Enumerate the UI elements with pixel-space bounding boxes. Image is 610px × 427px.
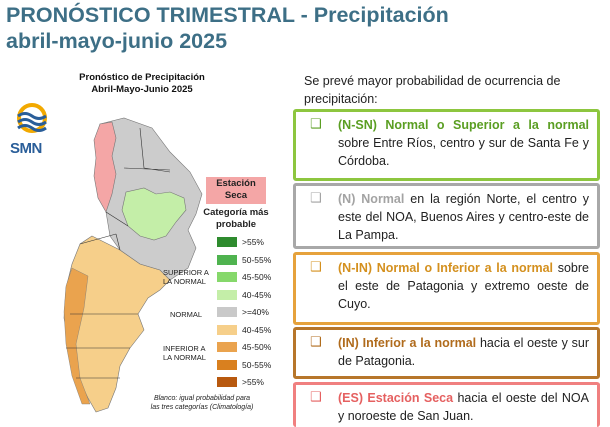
bullet-icon: ❑ <box>310 389 322 404</box>
legend-swatch <box>217 377 237 387</box>
legend-label: 45-50% <box>242 342 272 352</box>
title-line-1: PRONÓSTICO TRIMESTRAL - Precipitación <box>6 3 449 27</box>
bullet-icon: ❑ <box>310 190 322 205</box>
map-note: Blanco: igual probabilidad para las tres… <box>128 395 276 412</box>
box-highlight: (ES) Estación Seca <box>338 391 454 405</box>
argentina-map <box>63 117 203 413</box>
smn-logo-icon <box>17 103 47 133</box>
legend-title-line-2: probable <box>215 219 257 230</box>
legend-group-lower-line-2: LA NORMAL <box>163 353 206 362</box>
dry-season-badge: Estación Seca <box>206 177 266 204</box>
legend-group-upper-line-1: SUPERIOR A <box>163 268 209 277</box>
legend-swatch <box>217 272 237 282</box>
title-line-2: abril-mayo-junio 2025 <box>6 29 228 53</box>
legend-title: Categoría más probable <box>196 207 276 231</box>
legend-group-lower-line-1: INFERIOR A <box>163 344 206 353</box>
bullet-icon: ❑ <box>310 259 322 274</box>
page-title: PRONÓSTICO TRIMESTRAL - Precipitación ab… <box>6 2 449 54</box>
legend-label: >=40% <box>242 307 269 317</box>
smn-logo-text: SMN <box>10 140 42 157</box>
box-text: sobre Entre Ríos, centro y sur de Santa … <box>338 136 589 168</box>
legend-swatch <box>217 237 237 247</box>
map-region-dry <box>93 121 117 213</box>
forecast-box-normal-inferior: ❑ (N-IN) Normal o Inferior a la normal s… <box>293 252 600 325</box>
legend-group-lower: INFERIOR A LA NORMAL <box>163 344 206 362</box>
map-region-lower-strong <box>63 267 91 405</box>
map-note-line-2: las tres categorías (Climatología) <box>150 403 254 411</box>
map-note-line-1: Blanco: igual probabilidad para <box>153 395 251 402</box>
map-title: Pronóstico de Precipitación Abril-Mayo-J… <box>58 72 226 96</box>
legend-title-line-1: Categoría más <box>203 207 269 218</box>
map-title-line-2: Abril-Mayo-Junio 2025 <box>91 84 193 95</box>
legend-label: 40-45% <box>242 289 272 300</box>
forecast-box-dry-season: ❑ (ES) Estación Seca hacia el oeste del … <box>293 382 600 427</box>
box-text: sobre el este de Patagonia y extremo oes… <box>338 261 589 311</box>
bullet-icon: ❑ <box>310 334 322 349</box>
legend-label: 40-45% <box>242 324 272 335</box>
map-title-line-1: Pronóstico de Precipitación <box>79 72 205 83</box>
legend-label: >55% <box>242 377 264 387</box>
box-text: hacia el oeste del NOA y noroeste de San… <box>338 391 589 423</box>
dry-badge-line-2: Seca <box>224 190 248 201</box>
box-highlight: (IN) Inferior a la normal <box>338 336 477 350</box>
forecast-box-normal: ❑ (N) Normal en la región Norte, el cent… <box>293 183 600 249</box>
legend-swatch <box>217 254 237 265</box>
box-text: en la región Norte, el centro y este del… <box>338 192 589 242</box>
forecast-box-inferior: ❑ (IN) Inferior a la normal hacia el oes… <box>293 327 600 379</box>
legend-label: 45-50% <box>242 272 272 282</box>
legend-label: 50-55% <box>242 254 272 265</box>
legend-group-normal: NORMAL <box>170 310 203 319</box>
legend-group-upper: SUPERIOR A LA NORMAL <box>163 268 209 286</box>
box-text: hacia el oeste y sur de Patagonia. <box>338 336 589 368</box>
forecast-box-normal-superior: ❑ (N-SN) Normal o Superior a la normal s… <box>293 109 600 181</box>
legend-group-upper-line-2: LA NORMAL <box>163 277 206 286</box>
bullet-icon: ❑ <box>310 116 322 131</box>
legend-label: 50-55% <box>242 359 272 370</box>
box-highlight: (N-IN) Normal o Inferior a la normal <box>338 261 554 275</box>
dry-badge-line-1: Estación <box>216 178 256 189</box>
legend-label: >55% <box>242 237 264 247</box>
box-highlight: (N-SN) Normal o Superior a la normal <box>338 118 589 132</box>
legend-swatch <box>217 289 237 300</box>
legend-swatch <box>217 324 237 335</box>
legend-swatch <box>217 307 237 317</box>
legend-swatch <box>217 359 237 370</box>
legend-swatch <box>217 342 237 352</box>
box-highlight: (N) Normal <box>338 192 405 206</box>
intro-text: Se prevé mayor probabilidad de ocurrenci… <box>304 74 561 106</box>
